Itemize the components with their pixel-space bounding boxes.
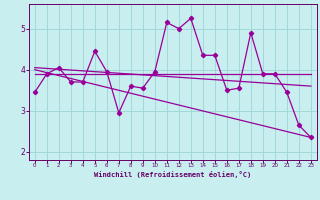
X-axis label: Windchill (Refroidissement éolien,°C): Windchill (Refroidissement éolien,°C)	[94, 171, 252, 178]
